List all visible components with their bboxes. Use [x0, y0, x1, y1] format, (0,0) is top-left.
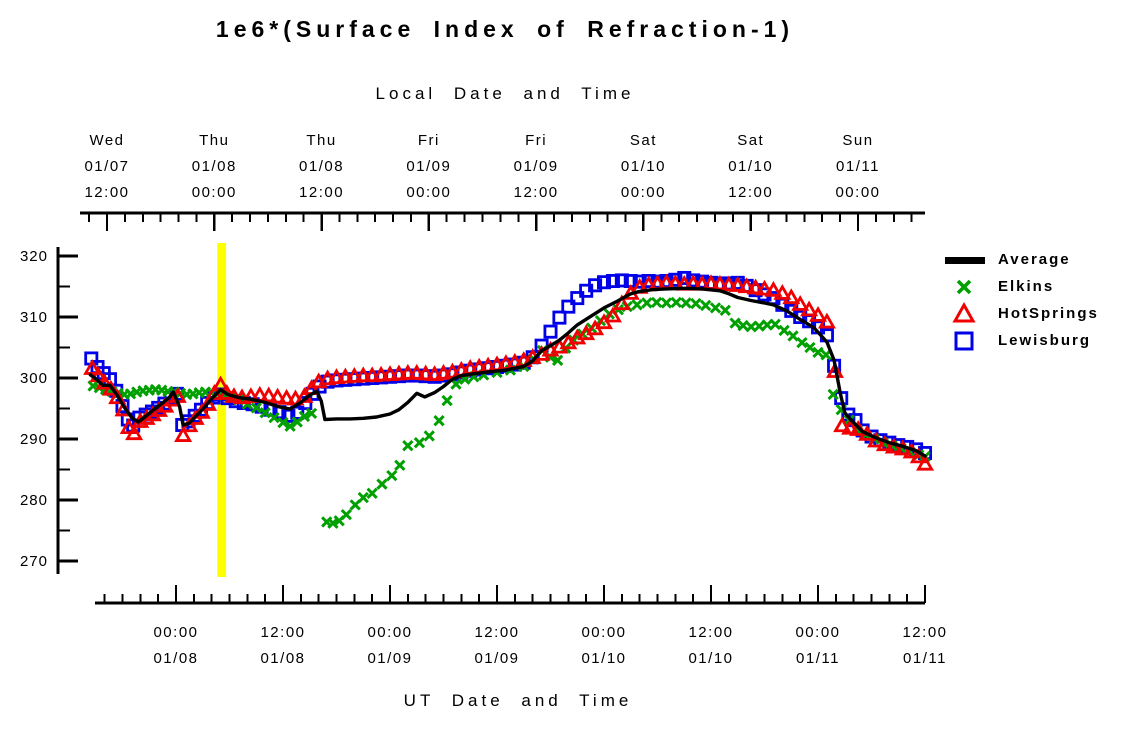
top-tick-date-label: 01/07	[84, 158, 129, 175]
series-hotsprings-markers	[83, 273, 935, 471]
hotsprings-triangle-marker-icon	[941, 301, 987, 326]
bottom-tick-date-label: 01/11	[796, 650, 840, 667]
top-axis: Wed 01/07 12:00 Thu 01/08 00:00 Thu 01/08 12:00 F…	[80, 132, 925, 231]
lewisburg-square-marker-icon	[941, 329, 987, 353]
top-tick-day-label: Sun	[842, 132, 873, 149]
bottom-tick-time-label: 12:00	[474, 624, 519, 641]
top-tick-day-label: Thu	[306, 132, 336, 149]
series-average-line	[88, 286, 927, 458]
top-tick-date-label: 01/10	[728, 158, 773, 175]
bottom-tick-time-label: 12:00	[902, 624, 947, 641]
y-tick-label: 310	[20, 309, 48, 326]
top-tick-time-label: 12:00	[299, 184, 344, 201]
series-elkins-markers	[87, 296, 931, 529]
y-tick-label: 320	[20, 248, 48, 265]
top-tick-time-label: 12:00	[514, 184, 559, 201]
bottom-tick-date-label: 01/09	[474, 650, 519, 667]
bottom-tick-date-label: 01/09	[367, 650, 412, 667]
top-tick-time-label: 00:00	[406, 184, 451, 201]
top-tick-date-label: 01/08	[192, 158, 237, 175]
top-tick-date-label: 01/08	[299, 158, 344, 175]
top-axis-title: Local Date and Time	[375, 84, 635, 103]
top-tick-date-label: 01/10	[621, 158, 666, 175]
y-tick-label: 270	[20, 553, 48, 570]
bottom-tick-time-label: 12:00	[688, 624, 733, 641]
bottom-tick-time-label: 00:00	[581, 624, 626, 641]
bottom-tick-date-label: 01/08	[153, 650, 198, 667]
legend-item-elkins: Elkins	[941, 273, 1099, 300]
bottom-tick-time-label: 00:00	[367, 624, 412, 641]
legend-label-lewisburg: Lewisburg	[998, 332, 1092, 349]
top-tick-time-label: 00:00	[835, 184, 880, 201]
top-tick-time-label: 00:00	[621, 184, 666, 201]
top-tick-day-label: Sat	[630, 132, 657, 149]
bottom-tick-date-label: 01/10	[581, 650, 626, 667]
top-tick-day-label: Fri	[418, 132, 440, 149]
highlight-band	[217, 243, 227, 577]
legend-item-lewisburg: Lewisburg	[941, 327, 1099, 354]
average-line-swatch-icon	[941, 248, 987, 272]
chart-title: 1e6*(Surface Index of Refraction-1)	[215, 16, 795, 42]
legend-item-hotsprings: HotSprings	[941, 300, 1099, 327]
bottom-axis: 00:00 01/08 12:00 01/08 00:00 01/09 12:00 01/09…	[95, 585, 947, 667]
y-tick-label: 300	[20, 370, 48, 387]
y-axis: 320 310 300 290 280 270	[20, 247, 78, 574]
elkins-x-marker-icon	[941, 275, 987, 299]
bottom-tick-time-label: 00:00	[795, 624, 840, 641]
legend-item-average: Average	[941, 246, 1099, 273]
top-tick-date-label: 01/09	[406, 158, 451, 175]
top-tick-time-label: 00:00	[192, 184, 237, 201]
top-tick-day-label: Fri	[525, 132, 547, 149]
legend-label-average: Average	[998, 251, 1071, 268]
bottom-tick-time-label: 00:00	[153, 624, 198, 641]
top-tick-day-label: Sat	[737, 132, 764, 149]
legend: Average Elkins HotSprings Lewisburg	[941, 246, 1099, 354]
bottom-axis-title: UT Date and Time	[403, 691, 633, 710]
y-tick-label: 280	[20, 492, 48, 509]
top-tick-date-label: 01/09	[514, 158, 559, 175]
top-tick-day-label: Wed	[89, 132, 124, 149]
bottom-tick-time-label: 12:00	[260, 624, 305, 641]
top-tick-date-label: 01/11	[836, 158, 880, 175]
bottom-tick-date-label: 01/11	[903, 650, 947, 667]
top-tick-time-label: 12:00	[728, 184, 773, 201]
bottom-tick-date-label: 01/08	[260, 650, 305, 667]
top-tick-time-label: 12:00	[84, 184, 129, 201]
legend-label-elkins: Elkins	[998, 278, 1055, 295]
legend-label-hotsprings: HotSprings	[998, 305, 1099, 322]
y-tick-label: 290	[20, 431, 48, 448]
bottom-tick-date-label: 01/10	[688, 650, 733, 667]
top-tick-day-label: Thu	[199, 132, 229, 149]
